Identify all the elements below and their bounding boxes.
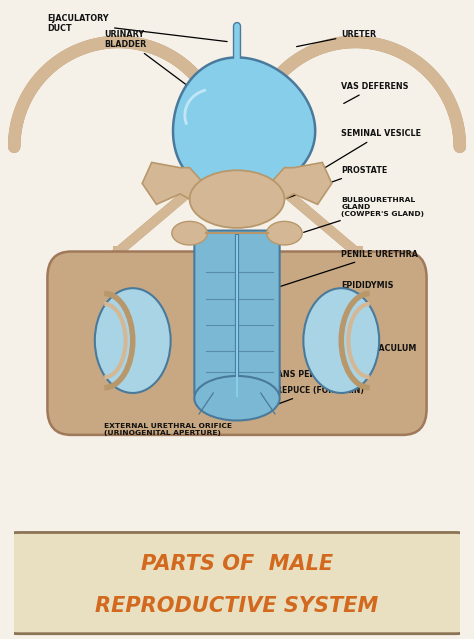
Ellipse shape bbox=[194, 376, 280, 420]
Text: EPIDIDYMIS: EPIDIDYMIS bbox=[341, 281, 394, 312]
Text: SEMINAL VESICLE: SEMINAL VESICLE bbox=[306, 129, 421, 180]
Text: PEREPUCE (FORESKIN): PEREPUCE (FORESKIN) bbox=[265, 386, 365, 408]
Ellipse shape bbox=[172, 221, 208, 245]
Text: REPRODUCTIVE SYSTEM: REPRODUCTIVE SYSTEM bbox=[95, 596, 379, 616]
FancyBboxPatch shape bbox=[10, 532, 464, 634]
Ellipse shape bbox=[303, 288, 379, 393]
Text: URETER: URETER bbox=[297, 29, 376, 47]
Ellipse shape bbox=[95, 288, 171, 393]
Polygon shape bbox=[142, 162, 204, 204]
Text: GUBERNACULUM: GUBERNACULUM bbox=[310, 344, 417, 376]
Polygon shape bbox=[270, 162, 332, 204]
Text: PENILE URETHRA: PENILE URETHRA bbox=[278, 250, 418, 288]
Text: PARTS OF  MALE: PARTS OF MALE bbox=[141, 554, 333, 574]
Text: BULBOURETHRAL
GLAND
(COWPER'S GLAND): BULBOURETHRAL GLAND (COWPER'S GLAND) bbox=[304, 197, 424, 233]
Text: PROSTATE: PROSTATE bbox=[287, 166, 388, 198]
FancyBboxPatch shape bbox=[47, 252, 427, 435]
Text: TESTIS: TESTIS bbox=[332, 307, 363, 348]
FancyBboxPatch shape bbox=[194, 231, 280, 398]
Text: URINARY
BLADDER: URINARY BLADDER bbox=[104, 29, 197, 93]
Text: EJACULATORY
DUCT: EJACULATORY DUCT bbox=[47, 14, 227, 42]
Text: GLANS PENIS: GLANS PENIS bbox=[263, 370, 326, 392]
Ellipse shape bbox=[190, 170, 284, 228]
Text: VAS DEFERENS: VAS DEFERENS bbox=[341, 82, 409, 104]
Polygon shape bbox=[173, 58, 315, 194]
Text: EXTERNAL URETHRAL ORIFICE
(URINOGENITAL APERTURE): EXTERNAL URETHRAL ORIFICE (URINOGENITAL … bbox=[104, 420, 234, 436]
Ellipse shape bbox=[266, 221, 302, 245]
